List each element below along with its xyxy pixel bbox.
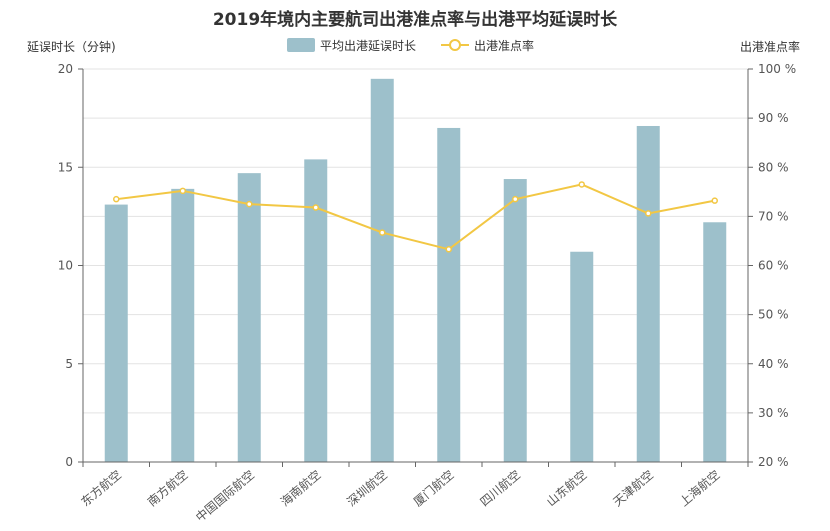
x-category-label: 四川航空	[477, 467, 523, 509]
legend-line-label: 出港准点率	[474, 38, 534, 53]
legend-bar-label: 平均出港延误时长	[320, 39, 416, 53]
bar	[171, 188, 195, 463]
line-series	[113, 181, 718, 253]
bar	[437, 127, 461, 462]
line-point	[379, 229, 386, 236]
bar	[370, 78, 394, 462]
x-category-label: 东方航空	[78, 467, 124, 509]
y-right-tick-label: 20 %	[758, 455, 789, 469]
y-left-tick-label: 20	[58, 62, 73, 76]
bar-series	[104, 78, 727, 463]
x-category-labels: 东方航空 南方航空 中国国际航空 海南航空 深圳航空 厦门航空 四川航空 山东航空 天津航空 上海…	[78, 467, 723, 525]
line-point	[445, 246, 452, 253]
y-left-tick-label: 15	[58, 160, 73, 174]
x-category-label: 上海航空	[676, 467, 722, 509]
bar	[570, 251, 594, 462]
x-category-label: 山东航空	[543, 467, 589, 509]
legend-line-marker	[449, 39, 461, 51]
line-point	[512, 195, 519, 203]
y-left-axis-title: 延误时长（分钟)	[27, 39, 116, 54]
chart-title: 2019年境内主要航司出港准点率与出港平均延误时长	[213, 9, 618, 30]
y-left-tick-label: 5	[65, 357, 73, 371]
series-line	[116, 183, 715, 251]
y-right-tick-label: 40 %	[758, 357, 789, 371]
legend-bar-swatch	[287, 38, 315, 52]
x-category-label: 厦门航空	[410, 467, 456, 509]
bar	[104, 204, 128, 462]
legend[interactable]: 平均出港延误时长 出港准点率	[287, 38, 534, 53]
line-point	[179, 187, 186, 195]
legend-item-bar[interactable]: 平均出港延误时长	[287, 38, 416, 53]
bar	[237, 173, 261, 462]
bar	[304, 159, 328, 462]
x-category-label: 天津航空	[610, 467, 656, 509]
y-right-tick-label: 30 %	[758, 406, 789, 420]
y-right-tick-labels: 20 % 30 % 40 % 50 % 60 % 70 % 80 % 90 % 100 %	[758, 62, 796, 469]
y-right-tick-label: 60 %	[758, 259, 789, 273]
line-point	[113, 195, 120, 203]
y-left-tick-labels: 0 5 10 15 20	[58, 62, 73, 469]
axes	[78, 68, 753, 467]
bar	[636, 125, 660, 463]
x-category-label: 海南航空	[277, 467, 323, 509]
y-right-tick-label: 100 %	[758, 62, 796, 76]
line-point	[246, 200, 253, 208]
y-left-tick-label: 10	[58, 259, 73, 273]
y-right-tick-label: 80 %	[758, 160, 789, 174]
line-point	[578, 181, 585, 188]
line-point	[645, 210, 652, 217]
y-right-axis-title: 出港准点率	[740, 39, 800, 54]
legend-item-line[interactable]: 出港准点率	[441, 38, 534, 53]
x-category-label: 南方航空	[144, 467, 190, 509]
y-right-tick-label: 90 %	[758, 111, 789, 125]
bar	[703, 222, 727, 462]
y-right-tick-label: 70 %	[758, 209, 789, 223]
x-category-label: 中国国际航空	[192, 467, 257, 525]
bar	[503, 179, 527, 463]
line-point	[312, 204, 319, 211]
x-category-label: 深圳航空	[344, 467, 390, 509]
line-point	[711, 197, 718, 204]
y-left-tick-label: 0	[65, 455, 73, 469]
y-right-tick-label: 50 %	[758, 308, 789, 322]
